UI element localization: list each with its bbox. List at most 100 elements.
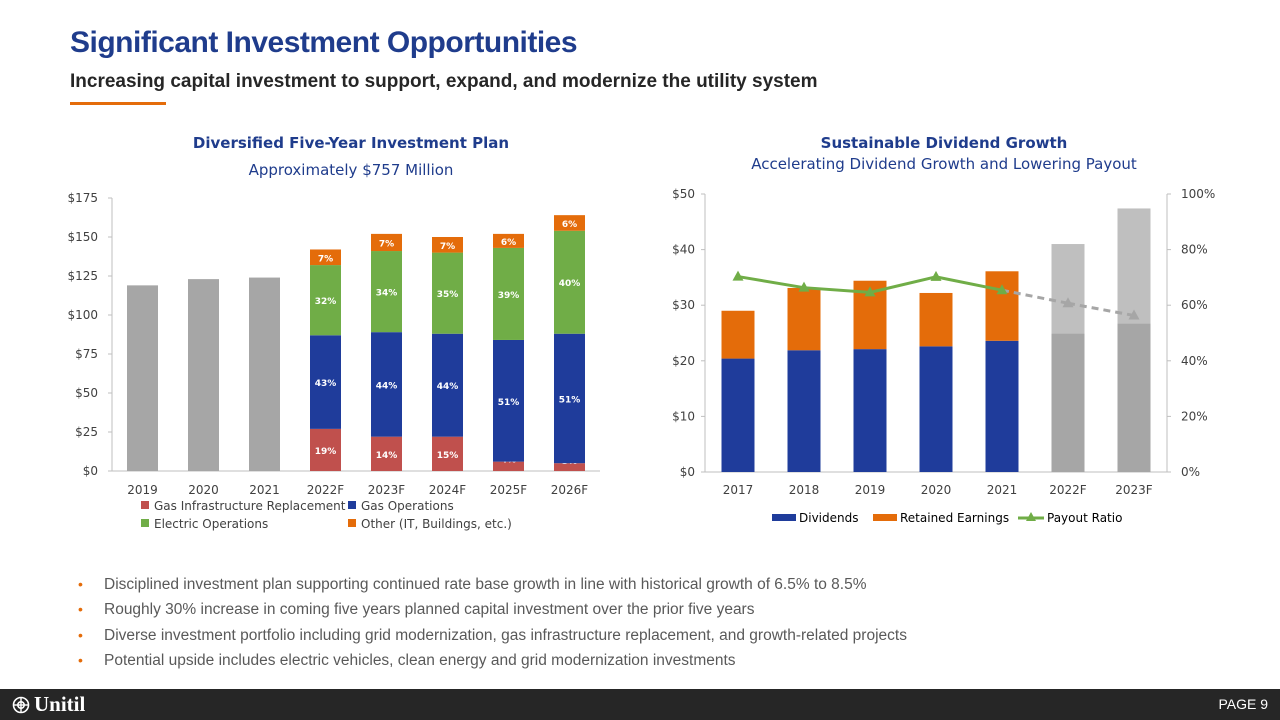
bar-data-label: 35% — [437, 290, 459, 300]
payout-marker — [798, 281, 810, 292]
left-y-tick-label: $75 — [75, 347, 98, 361]
bar-data-label: 6% — [501, 238, 516, 248]
left-y-tick-label: $25 — [75, 425, 98, 439]
logo-mark-icon — [12, 696, 30, 713]
bar-segment — [554, 215, 585, 231]
bullet-dot-icon: • — [78, 601, 83, 618]
bar-segment — [127, 285, 158, 471]
bar-segment — [432, 436, 463, 471]
right-y2-tick-label: 100% — [1181, 187, 1215, 201]
retained-earnings-bar — [721, 310, 755, 359]
bullet-item: • Disciplined investment plan supporting … — [78, 572, 907, 597]
right-x-tick-label: 2019 — [855, 483, 886, 497]
retained-earnings-bar — [1117, 208, 1151, 324]
bar-data-label: 51% — [498, 398, 520, 408]
legend-label: Payout Ratio — [1047, 511, 1122, 525]
legend-label: Gas Operations — [361, 499, 454, 513]
payout-marker — [1128, 309, 1140, 320]
bar-segment — [310, 249, 341, 266]
right-x-tick-label: 2017 — [723, 483, 754, 497]
legend-label: Other (IT, Buildings, etc.) — [361, 517, 512, 531]
payout-marker — [930, 270, 942, 281]
dividend-bar — [1051, 333, 1085, 472]
bullet-dot-icon: • — [78, 651, 83, 668]
legend-label: Retained Earnings — [900, 511, 1009, 525]
legend-swatch — [141, 501, 149, 509]
legend-swatch — [772, 514, 796, 521]
right-x-tick-label: 2023F — [1115, 483, 1153, 497]
bar-data-label: 19% — [315, 447, 337, 457]
right-x-tick-label: 2021 — [987, 483, 1018, 497]
left-x-tick-label: 2022F — [307, 483, 345, 497]
bar-data-label: 44% — [376, 381, 398, 391]
right-y-tick-label: $30 — [672, 298, 695, 312]
dividend-bar — [853, 349, 887, 472]
right-y2-tick-label: 40% — [1181, 354, 1208, 368]
dividend-bar — [919, 346, 953, 472]
left-x-tick-label: 2026F — [551, 483, 589, 497]
legend-label: Dividends — [799, 511, 858, 525]
dividend-bar — [1117, 323, 1151, 472]
bar-data-label: 7% — [318, 254, 333, 264]
retained-earnings-bar — [919, 292, 953, 347]
bar-data-label: 40% — [559, 279, 581, 289]
right-y-tick-label: $40 — [672, 243, 695, 257]
bar-data-label: 32% — [315, 297, 337, 307]
bar-segment — [371, 233, 402, 252]
retained-earnings-bar — [1051, 244, 1085, 334]
logo-text: Unitil — [34, 692, 86, 716]
title-accent-line — [70, 102, 166, 105]
left-x-tick-label: 2025F — [490, 483, 528, 497]
bar-segment — [371, 251, 402, 333]
bar-segment — [371, 332, 402, 437]
left-x-tick-label: 2019 — [127, 483, 158, 497]
left-x-tick-label: 2023F — [368, 483, 406, 497]
legend-swatch — [141, 519, 149, 527]
payout-marker — [864, 286, 876, 297]
bullet-dot-icon: • — [78, 576, 83, 592]
bar-data-label: 7% — [440, 242, 455, 252]
payout-line-segment — [869, 275, 937, 294]
dividend-bar — [985, 340, 1019, 472]
left-y-tick-label: $175 — [67, 191, 98, 205]
right-x-tick-label: 2018 — [789, 483, 820, 497]
right-y-tick-label: $0 — [680, 465, 695, 479]
left-x-tick-label: 2024F — [429, 483, 467, 497]
left-y-tick-label: $50 — [75, 386, 98, 400]
right-y2-tick-label: 0% — [1181, 465, 1200, 479]
left-x-tick-label: 2021 — [249, 483, 280, 497]
payout-marker — [996, 284, 1008, 295]
right-y2-tick-label: 80% — [1181, 243, 1208, 257]
bullet-dot-icon: • — [78, 626, 83, 643]
bar-segment — [554, 463, 585, 471]
legend-label: Electric Operations — [154, 517, 268, 531]
right-y2-tick-label: 60% — [1181, 298, 1208, 312]
dividend-bar — [787, 350, 821, 472]
bullet-item: • Diverse investment portfolio including … — [78, 623, 907, 648]
bar-segment — [554, 230, 585, 334]
left-y-tick-label: $0 — [83, 464, 98, 478]
left-y-tick-label: $150 — [67, 230, 98, 244]
bar-segment — [188, 279, 219, 471]
legend-swatch — [348, 501, 356, 509]
company-logo: Unitil — [12, 692, 85, 717]
legend-swatch — [873, 514, 897, 521]
bar-data-label: 7% — [379, 239, 394, 249]
bar-data-label: 44% — [437, 382, 459, 392]
left-y-tick-label: $100 — [67, 308, 98, 322]
page-number: PAGE 9 — [1218, 696, 1268, 712]
payout-marker — [732, 270, 744, 281]
bar-segment — [493, 233, 524, 248]
bullet-list: • Disciplined investment plan supporting … — [78, 572, 907, 673]
bullet-item: • Potential upside includes electric vehi… — [78, 648, 907, 673]
retained-earnings-bar — [787, 287, 821, 351]
legend-swatch — [348, 519, 356, 527]
bar-segment — [554, 333, 585, 464]
right-chart-subtitle: Accelerating Dividend Growth and Lowerin… — [751, 155, 1137, 173]
dividend-bar — [721, 358, 755, 472]
bar-segment — [310, 265, 341, 336]
payout-line-segment — [737, 275, 805, 290]
right-y-tick-label: $50 — [672, 187, 695, 201]
page-subtitle: Increasing capital investment to support… — [70, 71, 818, 92]
payout-line-segment — [803, 286, 871, 294]
